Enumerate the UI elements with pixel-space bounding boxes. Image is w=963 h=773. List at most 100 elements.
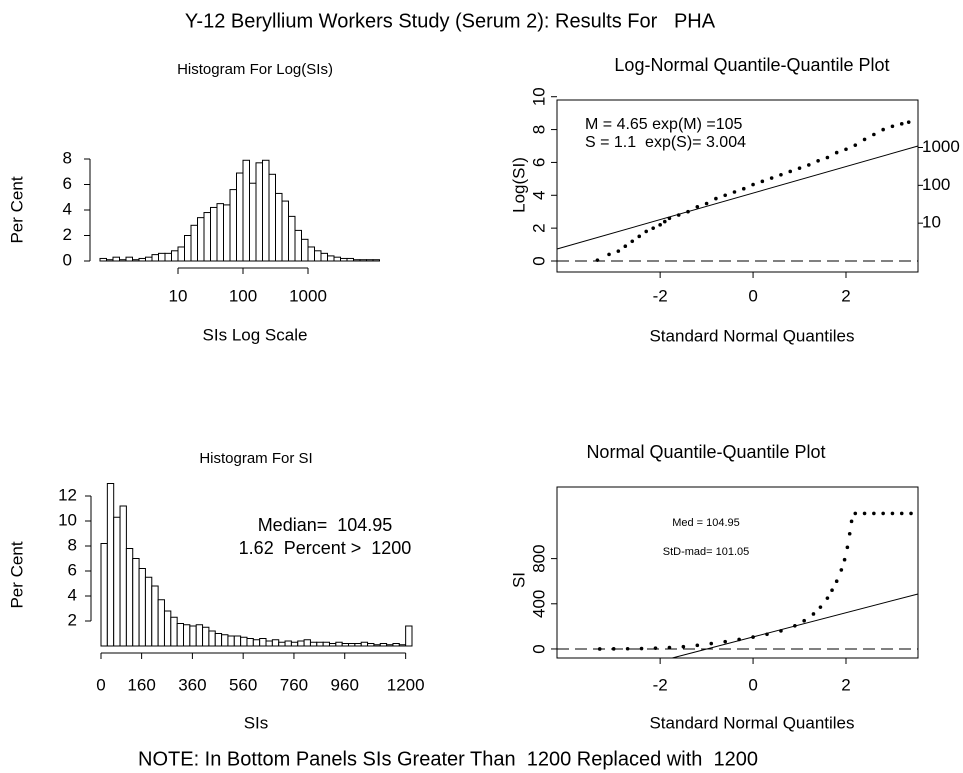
y-tick-label: 12 <box>58 485 77 504</box>
point <box>788 169 793 174</box>
bar <box>333 256 341 262</box>
x-tick-label: 1200 <box>387 675 425 694</box>
point <box>890 511 895 516</box>
bar <box>208 630 216 647</box>
bar <box>262 159 270 262</box>
bar <box>125 256 133 262</box>
point <box>872 511 876 516</box>
figure-title: Y-12 Beryllium Workers Study (Serum 2): … <box>185 10 716 32</box>
bar <box>348 643 356 647</box>
bar <box>328 643 337 647</box>
point <box>723 639 727 644</box>
bar <box>335 641 343 647</box>
y-tick-label: 2 <box>63 225 72 244</box>
point <box>825 155 830 160</box>
bar <box>171 250 179 262</box>
bar <box>144 576 153 647</box>
fit-line <box>556 145 919 250</box>
bar <box>163 610 172 647</box>
bar <box>197 217 205 262</box>
bar <box>99 257 107 262</box>
bar <box>316 641 324 647</box>
x-tick-label: 160 <box>127 675 155 694</box>
bar <box>255 162 263 262</box>
chart-title: Log-Normal Quantile-Quantile Plot <box>614 55 889 75</box>
x-tick-label: -2 <box>653 286 668 305</box>
bar <box>184 235 192 262</box>
bar <box>189 625 197 647</box>
x-axis-label: Standard Normal Quantiles <box>649 326 854 345</box>
bar <box>405 625 413 647</box>
point <box>899 122 904 126</box>
bar <box>360 641 369 647</box>
bar <box>158 252 166 262</box>
bar <box>106 259 114 262</box>
annotation: S = 1.1 exp(S)= 3.004 <box>585 134 746 151</box>
y2-tick-label: 10 <box>922 213 941 232</box>
point <box>623 244 628 249</box>
bar <box>346 257 354 262</box>
y-tick-label: 6 <box>68 560 77 579</box>
point <box>779 172 783 177</box>
bar <box>119 259 127 262</box>
point <box>834 579 839 583</box>
bar <box>132 558 140 647</box>
bar <box>106 483 115 647</box>
bar <box>271 639 280 647</box>
point <box>637 234 642 239</box>
y-tick-label: 2 <box>529 223 548 232</box>
point <box>844 147 848 152</box>
annotation: Median= 104.95 <box>258 515 393 535</box>
y-tick-label: 10 <box>529 87 548 106</box>
point <box>651 226 655 230</box>
point <box>793 624 797 628</box>
point <box>686 209 690 214</box>
point <box>834 150 839 155</box>
chart-title: Histogram For Log(SIs) <box>177 61 333 78</box>
bar <box>268 173 276 262</box>
bar <box>372 259 380 262</box>
bar <box>223 204 231 262</box>
bar <box>138 257 146 262</box>
point <box>839 568 844 572</box>
bar <box>216 203 224 262</box>
point <box>714 196 718 201</box>
point <box>695 204 700 209</box>
point <box>667 216 672 221</box>
point <box>653 646 658 650</box>
point <box>704 201 709 206</box>
bar <box>112 256 120 262</box>
bar <box>278 641 286 647</box>
bar <box>294 229 302 262</box>
bar <box>170 616 178 647</box>
chart-title: Normal Quantile-Quantile Plot <box>586 442 825 462</box>
bar <box>265 640 273 647</box>
y-tick-label: 800 <box>529 544 548 572</box>
point <box>862 511 867 516</box>
bar <box>281 200 289 262</box>
point <box>825 596 830 600</box>
bar <box>246 638 254 647</box>
y-tick-label: 400 <box>529 590 548 618</box>
point <box>681 644 686 649</box>
y-tick-label: 6 <box>529 158 548 167</box>
point <box>658 223 662 227</box>
point <box>779 629 783 633</box>
point <box>802 618 806 623</box>
x-tick-label: -2 <box>653 675 668 694</box>
bar <box>195 624 204 647</box>
bar <box>354 643 362 647</box>
bar <box>367 643 375 647</box>
plot-box <box>556 99 919 273</box>
point <box>751 182 755 187</box>
y-tick-label: 0 <box>529 644 548 653</box>
bar <box>119 505 127 647</box>
bar <box>190 224 198 262</box>
bar <box>151 254 159 262</box>
bar <box>322 641 330 647</box>
bar <box>309 641 318 647</box>
bar <box>359 259 367 262</box>
annotation: 1.62 Percent > 1200 <box>239 538 412 558</box>
y-axis-label: Log(SI) <box>509 157 528 213</box>
